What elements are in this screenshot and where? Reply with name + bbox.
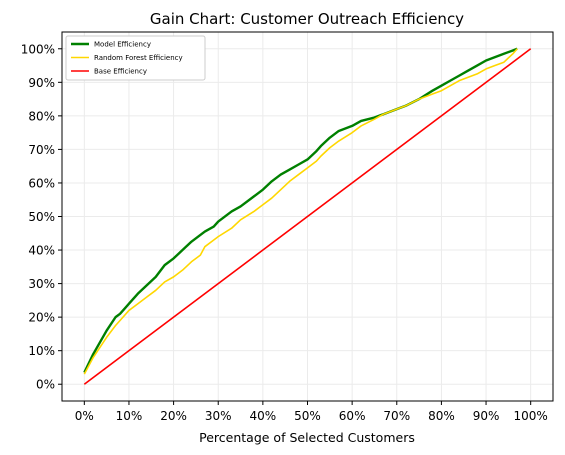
y-tick-label: 70% xyxy=(28,143,55,157)
x-tick-label: 60% xyxy=(339,409,366,423)
series-line-base-efficiency xyxy=(83,48,532,385)
chart-title: Gain Chart: Customer Outreach Efficiency xyxy=(150,10,464,28)
x-tick-label: 40% xyxy=(250,409,277,423)
x-tick-label: 20% xyxy=(160,409,187,423)
x-tick-label: 80% xyxy=(428,409,455,423)
legend-label-random-forest-efficiency: Random Forest Efficiency xyxy=(94,54,183,62)
x-tick-label: 90% xyxy=(473,409,500,423)
y-tick-label: 30% xyxy=(28,277,55,291)
legend-label-model-efficiency: Model Efficiency xyxy=(94,41,151,49)
x-tick-label: 10% xyxy=(116,409,143,423)
axis-ticks: 0% 10% 20% 30% 40% 50% 60% 70% 80% 90% 100% 0% 10% 20… xyxy=(21,42,548,423)
x-tick-label: 100% xyxy=(514,409,548,423)
y-tick-label: 10% xyxy=(28,344,55,358)
legend-label-base-efficiency: Base Efficiency xyxy=(94,68,147,76)
y-tick-label: 0% xyxy=(36,378,55,392)
y-tick-label: 90% xyxy=(28,76,55,90)
x-tick-label: 30% xyxy=(205,409,232,423)
x-tick-label: 0% xyxy=(75,409,94,423)
legend-box xyxy=(65,35,206,81)
y-tick-label: 60% xyxy=(28,176,55,190)
series-line-model-efficiency xyxy=(83,47,518,374)
y-tick-label: 100% xyxy=(21,42,55,56)
series-line-random-forest-efficiency xyxy=(83,48,518,375)
series-lines xyxy=(83,47,532,385)
y-tick-label: 80% xyxy=(28,109,55,123)
y-tick-label: 40% xyxy=(28,244,55,258)
legend: Model Efficiency Random Forest Efficiency… xyxy=(65,35,206,81)
x-tick-label: 50% xyxy=(294,409,321,423)
grid-lines xyxy=(62,32,553,401)
x-axis-label: Percentage of Selected Customers xyxy=(199,430,415,445)
y-tick-label: 50% xyxy=(28,210,55,224)
x-tick-label: 70% xyxy=(383,409,410,423)
y-tick-label: 20% xyxy=(28,311,55,325)
